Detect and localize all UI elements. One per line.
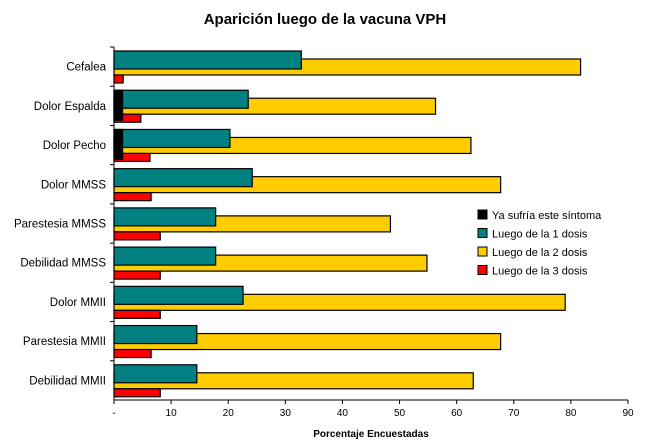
bar-4-4 [113, 192, 152, 202]
x-tick-label: 60 [451, 408, 463, 419]
bar-2-2 [113, 89, 249, 109]
y-tick-label: Dolor MMSS [41, 179, 107, 191]
bar-1-2 [113, 89, 124, 121]
x-tick-label: 20 [223, 408, 235, 419]
y-tick-label: Parestesia MMII [23, 336, 106, 348]
bar-2-1 [113, 50, 302, 70]
bar-2-4 [113, 168, 253, 188]
legend-swatch [477, 228, 488, 238]
x-tick-label: 70 [508, 408, 520, 419]
bar-2-9 [113, 364, 198, 384]
bar-4-5 [113, 231, 161, 241]
y-tick-label: Dolor MMII [50, 297, 106, 309]
axes-layer: Cefalea Dolor Espalda Dolor Pecho Dolor MMS… [14, 46, 634, 419]
bar-2-5 [113, 207, 217, 227]
y-tick-label: Cefalea [66, 62, 106, 74]
bar-4-1 [113, 74, 124, 84]
x-tick-label: - [112, 408, 115, 419]
legend-swatch [477, 209, 488, 220]
x-tick-label: 50 [394, 408, 406, 419]
bar-4-9 [113, 388, 161, 398]
x-axis-label: Porcentaje Encuestadas [313, 429, 429, 440]
bar-1-3 [113, 128, 124, 161]
x-tick-label: 90 [622, 408, 634, 419]
x-tick-label: 40 [337, 408, 349, 419]
chart-title: Aparición luego de la vacuna VPH [204, 11, 447, 28]
x-tick-label: 80 [565, 408, 577, 419]
y-tick-label: Parestesia MMSS [14, 219, 106, 231]
legend-label: Ya sufría este síntoma [492, 210, 602, 222]
legend-label: Luego de la 2 dosis [492, 247, 588, 259]
y-tick-label: Dolor Espalda [34, 101, 107, 113]
y-tick-label: Debilidad MMII [29, 375, 106, 387]
bar-2-7 [113, 285, 244, 305]
bar-2-6 [113, 246, 217, 266]
legend-swatch [477, 265, 488, 275]
bar-4-8 [113, 348, 152, 359]
legend: Ya sufría este síntoma Luego de la 1 dosi… [477, 209, 602, 278]
y-tick-label: Dolor Pecho [43, 140, 106, 152]
y-tick-label: Debilidad MMSS [20, 258, 106, 270]
bar-2-3 [113, 128, 231, 149]
legend-label: Luego de la 3 dosis [492, 266, 588, 278]
x-tick-label: 10 [166, 408, 178, 419]
legend-swatch [477, 246, 488, 257]
bar-2-8 [113, 324, 198, 345]
bar-4-6 [113, 270, 161, 280]
legend-label: Luego de la 1 dosis [492, 229, 588, 241]
bars-layer [113, 50, 582, 398]
bar-4-7 [113, 309, 161, 319]
x-tick-label: 30 [280, 408, 292, 419]
